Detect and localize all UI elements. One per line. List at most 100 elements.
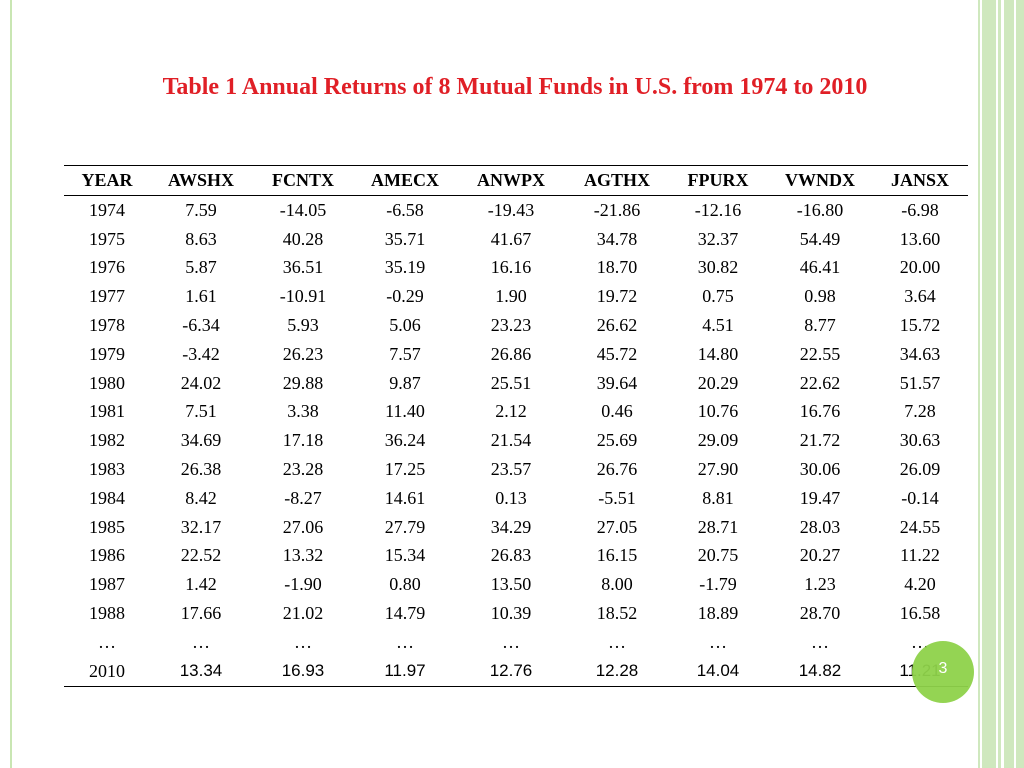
table-cell: 1980 [89,372,125,393]
table-cell: 20.29 [697,372,739,393]
table-cell: 26.62 [596,315,638,336]
table-cell: 14.04 [668,656,768,687]
table-row: 201013.3416.9311.9712.7612.2814.0414.821… [64,656,968,687]
table-cell: -0.29 [386,286,424,307]
table-cell: 5.87 [185,257,217,278]
table-cell: 2010 [64,656,150,687]
header-row: YEAR AWSHX FCNTX AMECX ANWPX AGTHX FPURX VWNDX J… [64,165,968,196]
column-header: AWSHX [150,165,252,196]
table-cell: -19.43 [487,199,535,220]
stripe [998,0,1001,768]
table-cell: 35.71 [384,228,426,249]
table-cell: -1.90 [284,574,322,595]
table-cell: -10.91 [279,286,327,307]
stripe [982,0,996,768]
table-cell: 30.06 [799,459,841,480]
table-cell: 12.76 [456,656,566,687]
table-cell: -1.79 [699,574,737,595]
table-cell: 14.82 [768,656,872,687]
table-cell: 19.72 [596,286,638,307]
table-cell: 7.28 [904,401,936,422]
table-cell: 28.71 [697,516,739,537]
table-cell: 17.66 [180,603,222,624]
table-row: ……………………… [64,628,968,657]
table-cell: 16.15 [596,545,638,566]
table-cell: … [192,631,210,652]
table-cell: 16.76 [799,401,841,422]
table-cell: 34.69 [180,430,222,451]
table-cell: 21.02 [282,603,324,624]
stripe [1016,0,1024,768]
table-cell: 21.54 [490,430,532,451]
table-cell: 1975 [89,228,125,249]
table-cell: … [98,631,116,652]
table-cell: 13.50 [490,574,532,595]
table-cell: 46.41 [799,257,841,278]
table-row: 1982 34.69 17.18 36.24 21.54 25.69 29.09 21.72 3… [64,426,968,455]
table-cell: 29.09 [697,430,739,451]
table-cell: … [608,631,626,652]
table-cell: 16.16 [490,257,532,278]
column-header: AMECX [354,165,456,196]
table-cell: 1.61 [185,286,217,307]
table-cell: 20.00 [899,257,941,278]
table-cell: 18.70 [596,257,638,278]
table-cell: -8.27 [284,487,322,508]
stripe [1004,0,1014,768]
table-cell: 1979 [89,343,125,364]
table-cell: … [294,631,312,652]
table-cell: 22.62 [799,372,841,393]
table-cell: 1978 [89,315,125,336]
table-cell: 14.61 [384,487,426,508]
table-cell: 32.37 [697,228,739,249]
table-cell: 51.57 [899,372,941,393]
table-cell: 26.76 [596,459,638,480]
table-cell: 30.82 [697,257,739,278]
table-row: 1980 24.02 29.88 9.87 25.51 39.64 20.29 22.62 51… [64,369,968,398]
table-cell: -5.51 [598,487,636,508]
table-cell: 5.06 [389,315,421,336]
table-cell: -16.80 [796,199,844,220]
table-cell: 27.79 [384,516,426,537]
table-cell: … [502,631,520,652]
table-cell: 11.40 [385,401,425,422]
table-cell: 27.90 [697,459,739,480]
table-cell: 1984 [89,487,125,508]
table-cell: 22.52 [180,545,222,566]
table-cell: 1988 [89,603,125,624]
column-header: FPURX [668,165,768,196]
table-cell: … [396,631,414,652]
table-cell: 36.24 [384,430,426,451]
table-cell: 20.75 [697,545,739,566]
table-cell: 3.38 [287,401,319,422]
table-cell: 24.55 [899,516,941,537]
stripe [978,0,980,768]
table-row: 1984 8.42 -8.27 14.61 0.13 -5.51 8.81 19.47 -0.1… [64,484,968,513]
table-cell: 34.29 [490,516,532,537]
table-cell: 10.39 [490,603,532,624]
table-row: 1979 -3.42 26.23 7.57 26.86 45.72 14.80 22.55 34… [64,340,968,369]
table-cell: 35.19 [384,257,426,278]
table-cell: 26.23 [282,343,324,364]
table-cell: 16.58 [899,603,941,624]
table-cell: 13.34 [150,656,252,687]
returns-table: YEAR AWSHX FCNTX AMECX ANWPX AGTHX FPURX VWNDX J… [64,165,968,687]
table-cell: 20.27 [799,545,841,566]
table-cell: 54.49 [799,228,841,249]
right-decorative-stripes [978,0,1024,768]
table-cell: 22.55 [799,343,841,364]
column-header: VWNDX [768,165,872,196]
table-cell: 34.78 [596,228,638,249]
table-cell: 1.23 [804,574,836,595]
table-row: 1985 32.17 27.06 27.79 34.29 27.05 28.71 28.03 2… [64,513,968,542]
column-header: ANWPX [456,165,566,196]
table-cell: 26.09 [899,459,941,480]
table-cell: 11.22 [900,545,940,566]
table-cell: 26.38 [180,459,222,480]
table-cell: 13.60 [899,228,941,249]
table-cell: 1982 [89,430,125,451]
table-cell: 1.42 [185,574,217,595]
table-cell: 18.52 [596,603,638,624]
table-cell: 30.63 [899,430,941,451]
table-cell: 23.28 [282,459,324,480]
